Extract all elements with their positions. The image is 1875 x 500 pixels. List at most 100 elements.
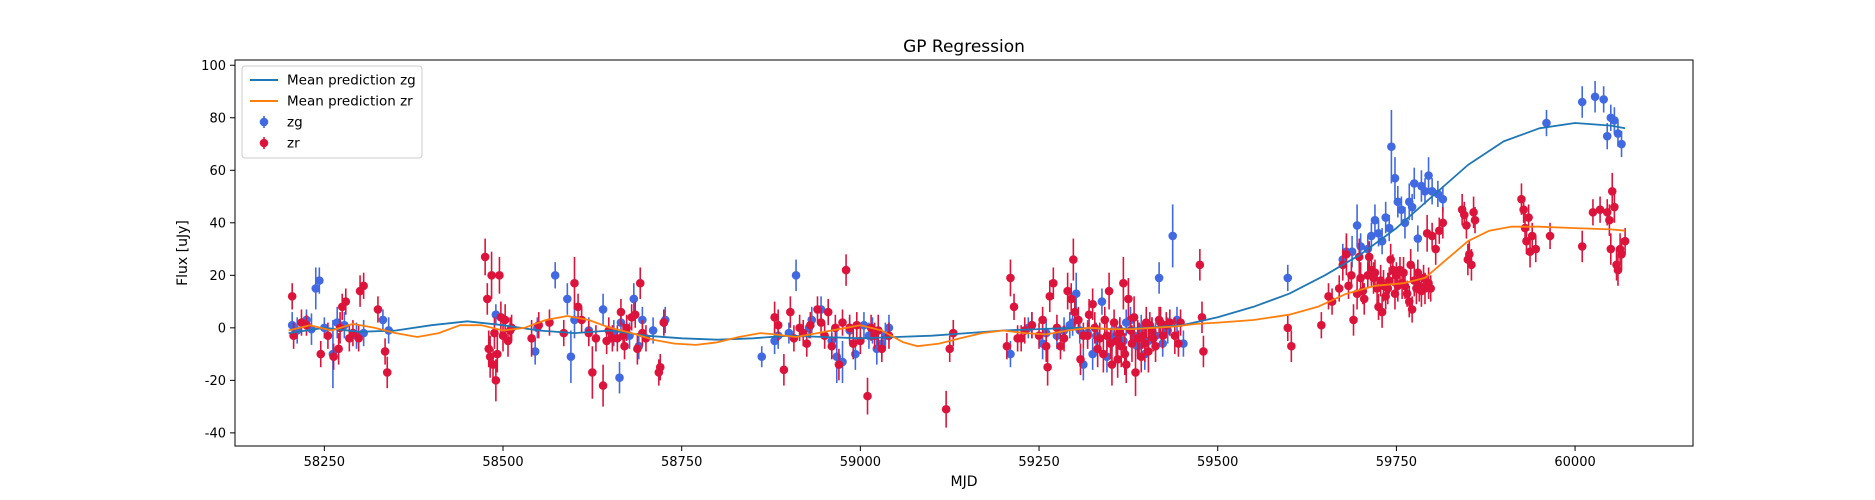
point-zr xyxy=(1149,334,1158,343)
legend: Mean prediction zg Mean prediction zr zg zr xyxy=(241,65,423,159)
point-zr xyxy=(1151,341,1160,351)
point-zr xyxy=(1131,368,1140,377)
line-Mean prediction zr xyxy=(288,225,1626,348)
point-zr xyxy=(341,297,351,306)
legend-label: zr xyxy=(287,136,300,152)
point-zr xyxy=(1116,341,1126,351)
point-zr xyxy=(1377,307,1387,317)
point-zr xyxy=(1384,276,1394,285)
point-zr xyxy=(329,352,338,362)
point-zr xyxy=(1464,250,1474,259)
series-zr xyxy=(287,172,1630,428)
point-zg xyxy=(1590,92,1600,102)
plot-frame xyxy=(234,59,1694,447)
point-zg xyxy=(1407,202,1417,212)
point-zr xyxy=(802,339,812,348)
point-zr xyxy=(1469,207,1478,217)
point-zg xyxy=(851,349,860,359)
point-zr xyxy=(382,368,392,377)
point-zr xyxy=(1158,331,1167,341)
point-zr xyxy=(1195,260,1205,270)
point-zg xyxy=(1377,236,1387,246)
point-zr xyxy=(1129,313,1139,322)
x-tick-label: 59250 xyxy=(1018,455,1059,470)
point-zr xyxy=(1095,334,1105,343)
point-zg xyxy=(1613,129,1623,138)
legend-item-Mean prediction zg: Mean prediction zg xyxy=(250,73,416,89)
point-zr xyxy=(1349,315,1358,325)
point-zg xyxy=(757,352,767,362)
y-tick-label: 100 xyxy=(201,59,226,74)
x-tick-label: 59500 xyxy=(1197,455,1238,470)
point-zr xyxy=(1113,355,1122,364)
x-tick-label: 60000 xyxy=(1554,455,1595,470)
point-zr xyxy=(1620,236,1630,246)
point-zr xyxy=(1045,292,1055,301)
point-zr xyxy=(659,318,669,327)
point-zr xyxy=(1099,349,1108,359)
point-zr xyxy=(813,305,822,314)
point-zr xyxy=(1588,207,1598,217)
point-zg xyxy=(550,271,560,280)
point-zg xyxy=(1397,205,1406,214)
point-zr xyxy=(1427,231,1437,241)
point-zr xyxy=(1545,231,1555,241)
point-zr xyxy=(1076,355,1085,364)
x-axis-label: MJD xyxy=(951,474,978,490)
point-zr xyxy=(1527,231,1537,241)
point-zr xyxy=(1607,186,1617,196)
x-tick-label: 58500 xyxy=(482,455,523,470)
point-zr xyxy=(1519,205,1528,214)
point-zr xyxy=(806,320,815,330)
point-zr xyxy=(1462,221,1471,230)
point-zg xyxy=(1424,171,1433,180)
y-axis-label: Flux [uJy] xyxy=(175,220,191,286)
point-zg xyxy=(566,352,576,362)
point-zr xyxy=(1136,352,1146,362)
point-zr xyxy=(1027,320,1037,330)
point-zr xyxy=(773,320,783,330)
data-layer xyxy=(287,81,1630,428)
point-zr xyxy=(287,292,297,301)
point-zg xyxy=(1367,231,1376,241)
point-zr xyxy=(877,344,887,354)
point-zr xyxy=(1109,318,1119,327)
point-zr xyxy=(1317,320,1326,330)
point-zr xyxy=(1016,334,1026,343)
point-zr xyxy=(1041,341,1051,351)
point-zg xyxy=(1577,97,1587,107)
point-zr xyxy=(492,349,502,359)
point-zg xyxy=(1370,215,1380,225)
point-zr xyxy=(945,344,955,354)
point-zr xyxy=(1606,244,1616,254)
point-zr xyxy=(948,328,958,338)
point-zr xyxy=(1431,244,1441,254)
point-zr xyxy=(500,315,510,325)
point-zr xyxy=(527,334,536,343)
point-zr xyxy=(507,323,516,333)
point-zg xyxy=(1409,179,1419,188)
point-zr xyxy=(834,360,844,369)
point-zr xyxy=(1334,284,1344,293)
legend-label: zg xyxy=(287,115,303,131)
point-zr xyxy=(1121,360,1131,369)
point-zr xyxy=(1165,318,1175,327)
point-zr xyxy=(838,318,847,327)
point-zg xyxy=(530,347,540,356)
point-zg xyxy=(615,373,624,383)
point-zr xyxy=(1120,349,1130,359)
y-tick-label: -20 xyxy=(205,374,226,389)
point-zr xyxy=(1009,302,1019,312)
point-zr xyxy=(633,344,642,354)
point-zr xyxy=(1386,255,1395,264)
legend-label: Mean prediction zg xyxy=(287,73,416,89)
point-zr xyxy=(841,265,851,275)
point-zr xyxy=(655,362,665,372)
point-zg xyxy=(315,276,324,285)
point-zg xyxy=(1602,131,1612,141)
point-zg xyxy=(1283,273,1293,283)
point-zg xyxy=(378,315,388,325)
x-tick-label: 59000 xyxy=(840,455,881,470)
point-zr xyxy=(1084,310,1094,320)
point-zr xyxy=(1364,252,1374,262)
